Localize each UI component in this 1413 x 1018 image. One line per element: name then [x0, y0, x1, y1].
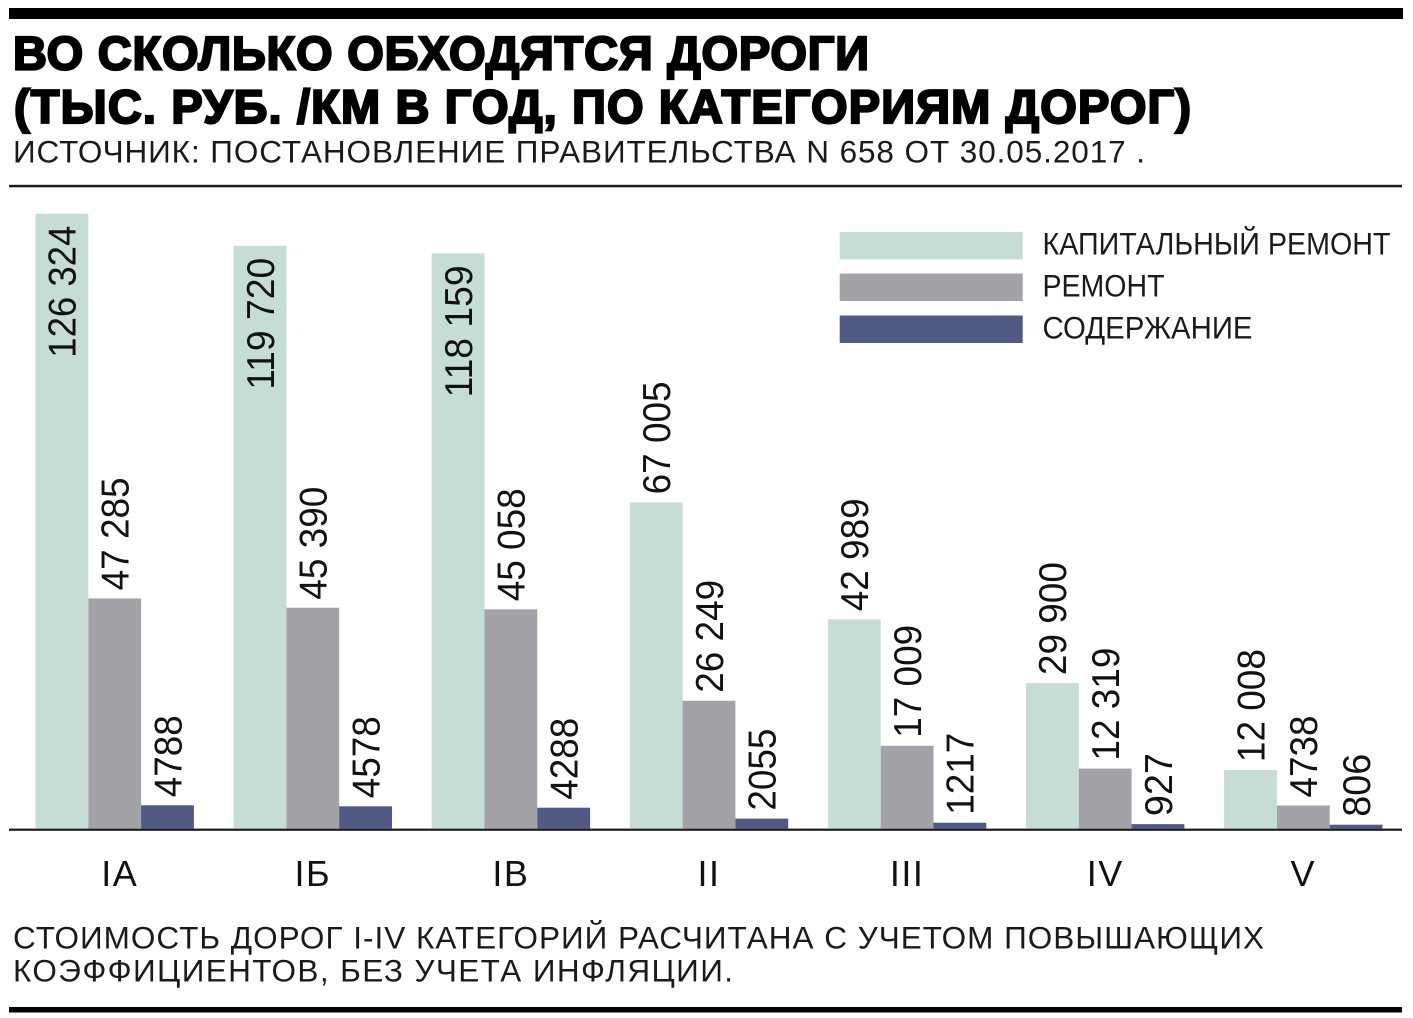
svg-text:1217: 1217	[940, 733, 983, 815]
svg-text:4788: 4788	[147, 715, 190, 797]
svg-text:СТОИМОСТЬ ДОРОГ I-IV КАТЕГОРИЙ: СТОИМОСТЬ ДОРОГ I-IV КАТЕГОРИЙ РАСЧИТАНА…	[13, 919, 1264, 955]
svg-text:17 009: 17 009	[887, 625, 930, 738]
svg-text:45 058: 45 058	[491, 488, 534, 601]
svg-text:III: III	[890, 853, 925, 894]
svg-text:(ТЫС. РУБ. /КМ В ГОД, ПО КАТЕГ: (ТЫС. РУБ. /КМ В ГОД, ПО КАТЕГОРИЯМ ДОРО…	[14, 80, 1191, 133]
svg-text:IВ: IВ	[492, 853, 529, 894]
svg-text:12 319: 12 319	[1085, 648, 1128, 761]
svg-text:119 720: 119 720	[240, 258, 283, 390]
svg-text:РЕМОНТ: РЕМОНТ	[1043, 268, 1165, 304]
svg-text:806: 806	[1336, 754, 1379, 817]
svg-text:47 285: 47 285	[95, 477, 138, 590]
svg-text:4738: 4738	[1283, 716, 1326, 798]
svg-text:45 390: 45 390	[293, 487, 336, 600]
svg-text:12 008: 12 008	[1230, 649, 1273, 762]
svg-text:IБ: IБ	[294, 853, 331, 894]
svg-text:2055: 2055	[742, 729, 785, 811]
svg-text:118 159: 118 159	[438, 265, 481, 397]
svg-text:29 900: 29 900	[1032, 562, 1075, 675]
svg-text:IА: IА	[101, 853, 138, 894]
svg-text:26 249: 26 249	[689, 580, 732, 693]
svg-text:КАПИТАЛЬНЫЙ РЕМОНТ: КАПИТАЛЬНЫЙ РЕМОНТ	[1043, 226, 1391, 262]
svg-text:126 324: 126 324	[42, 226, 85, 358]
svg-text:КОЭФФИЦИЕНТОВ, БЕЗ УЧЕТА ИНФЛЯ: КОЭФФИЦИЕНТОВ, БЕЗ УЧЕТА ИНФЛЯЦИИ.	[13, 952, 733, 988]
svg-text:II: II	[697, 853, 720, 894]
svg-text:IV: IV	[1087, 853, 1124, 894]
svg-text:СОДЕРЖАНИЕ: СОДЕРЖАНИЕ	[1043, 310, 1253, 346]
svg-text:V: V	[1291, 853, 1317, 894]
svg-text:4288: 4288	[544, 718, 587, 800]
svg-text:42 989: 42 989	[834, 498, 877, 611]
svg-text:4578: 4578	[345, 716, 388, 798]
svg-text:927: 927	[1138, 753, 1181, 816]
svg-text:ВО СКОЛЬКО ОБХОДЯТСЯ ДОРОГИ: ВО СКОЛЬКО ОБХОДЯТСЯ ДОРОГИ	[13, 27, 869, 80]
svg-text:67 005: 67 005	[636, 381, 679, 494]
svg-text:ИСТОЧНИК: ПОСТАНОВЛЕНИЕ ПРАВИТ: ИСТОЧНИК: ПОСТАНОВЛЕНИЕ ПРАВИТЕЛЬСТВА N …	[13, 133, 1145, 169]
